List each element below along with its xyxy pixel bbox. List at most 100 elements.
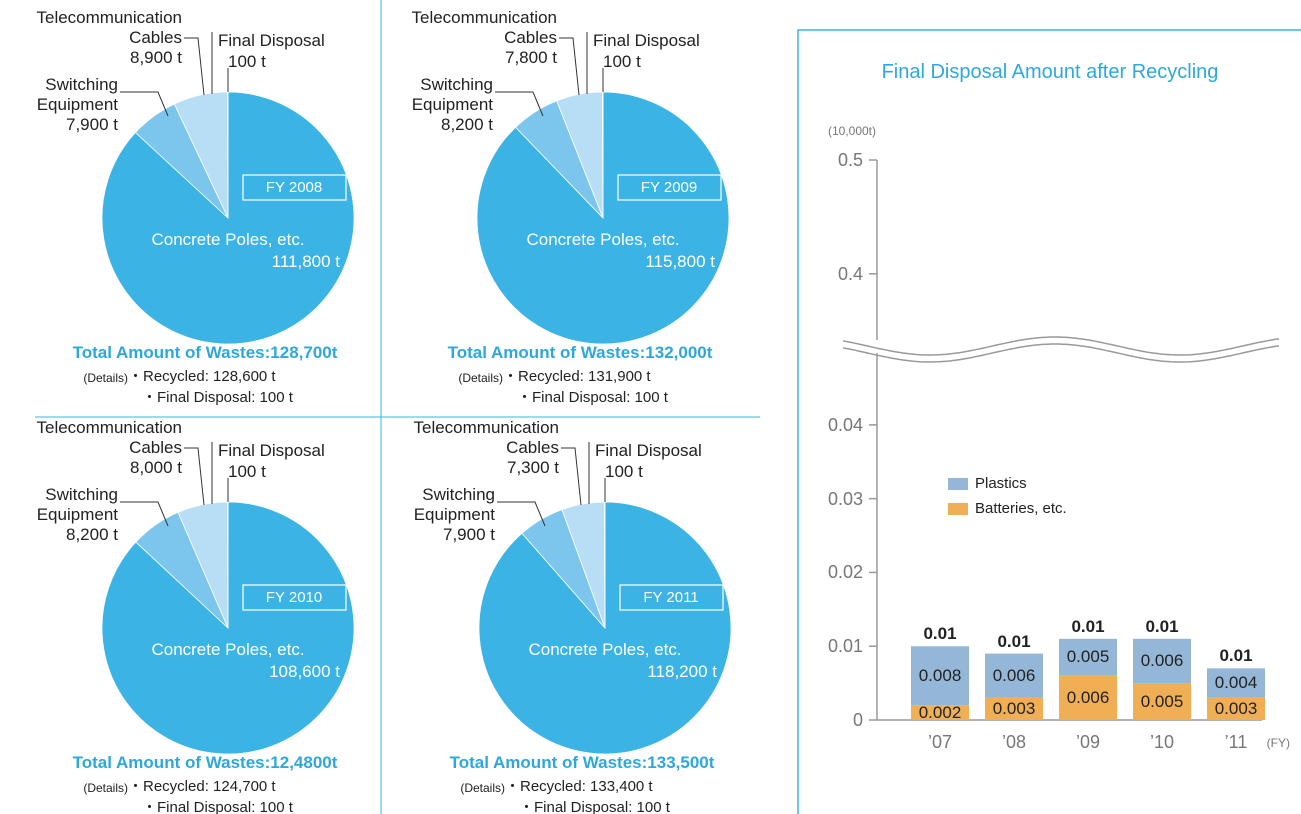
y-tick-label: 0.5	[837, 150, 863, 170]
leader-line	[497, 501, 546, 527]
bar-segment	[1207, 697, 1265, 720]
title-box	[242, 174, 347, 201]
pie-title: FY 2011	[643, 589, 699, 606]
bar-value-label: 0.006	[992, 665, 1036, 685]
slice-value: 8,200 t	[441, 115, 493, 134]
bar-segment	[1207, 668, 1265, 698]
bar-total-label: 0.01	[1219, 646, 1253, 666]
slice-label: Telecommunication Cables	[36, 8, 182, 47]
bar-value-label: 0.003	[992, 698, 1036, 718]
pie-title: FY 2009	[640, 179, 698, 196]
details-label: ・Final Disposal: 100 t	[142, 389, 293, 406]
slice-value: 8,200 t	[66, 525, 118, 544]
y-tick-label: 0.4	[837, 263, 863, 284]
y-tick-label: 0.03	[827, 488, 863, 509]
slice-label: Final Disposal	[593, 31, 700, 50]
y-tick-label: 0	[852, 710, 863, 730]
slice-label: Concrete Poles, etc.	[151, 230, 305, 249]
slice-value: 100 t	[605, 462, 643, 481]
total-label: Total Amount of Wastes:132,000t	[447, 343, 713, 362]
slice-value: 100 t	[228, 462, 266, 481]
leader-line	[561, 447, 582, 506]
details-label: ・Recycled: 131,900 t	[503, 368, 651, 385]
slice-value: 8,900 t	[130, 48, 182, 67]
leader-line	[559, 37, 580, 96]
slice-value: 7,900 t	[443, 525, 495, 544]
details-label: ・Recycled: 133,400 t	[505, 778, 653, 795]
x-tick-label: ’11	[1224, 732, 1248, 752]
x-tick-label: ’07	[927, 732, 953, 752]
slice-label: Concrete Poles, etc.	[528, 640, 682, 659]
pie-slice	[101, 501, 355, 755]
bar-segment	[911, 646, 969, 706]
leader-line	[184, 37, 205, 96]
details-label: ・Recycled: 128,600 t	[128, 368, 276, 385]
bar-segment	[1133, 638, 1191, 684]
panel-border	[797, 29, 1301, 814]
legend-swatch	[948, 503, 968, 515]
bar-segment	[985, 653, 1043, 698]
y-tick-label: 0.04	[827, 414, 863, 435]
slice-label: Switching Equipment	[411, 75, 493, 114]
leader-line	[120, 501, 169, 527]
x-tick-label: ’09	[1075, 732, 1101, 752]
slice-label: Final Disposal	[218, 441, 325, 460]
title-box	[242, 584, 347, 611]
details-label: ・Recycled: 124,700 t	[128, 778, 276, 795]
slice-label: Concrete Poles, etc.	[526, 230, 680, 249]
slice-label: Final Disposal	[218, 31, 325, 50]
bar-value-label: 0.004	[1214, 673, 1258, 693]
details-label: ・Final Disposal: 100 t	[519, 799, 670, 814]
details-label: (Details)	[458, 371, 503, 385]
slice-label: Telecommunication Cables	[411, 8, 557, 47]
slice-value: 100 t	[603, 52, 641, 71]
details-label: (Details)	[460, 781, 505, 795]
total-label: Total Amount of Wastes:12,4800t	[72, 753, 338, 772]
title-box	[619, 584, 724, 611]
axis-break	[842, 343, 1280, 363]
leader-line	[495, 91, 544, 117]
title-box	[617, 174, 722, 201]
slice-value: 108,600 t	[269, 662, 340, 681]
axis-unit: (10,000t)	[827, 124, 877, 138]
slice-label: Final Disposal	[595, 441, 702, 460]
details-label: ・Final Disposal: 100 t	[142, 799, 293, 814]
bar-segment	[985, 697, 1043, 720]
axis-unit: (FY)	[1266, 736, 1290, 750]
slice-value: 111,800 t	[271, 252, 340, 271]
bar-value-label: 0.006	[1066, 687, 1110, 707]
slice-value: 118,200 t	[647, 662, 717, 681]
bar-value-label: 0.003	[1214, 698, 1258, 718]
bar-value-label: 0.005	[1140, 691, 1184, 711]
slice-value: 115,800 t	[645, 252, 715, 271]
slice-value: 7,300 t	[507, 458, 559, 477]
bar-segment	[1059, 638, 1117, 676]
bar-value-label: 0.006	[1140, 650, 1184, 670]
details-label: (Details)	[83, 781, 128, 795]
slice-label: Telecommunication Cables	[36, 418, 182, 457]
details-label: (Details)	[83, 371, 128, 385]
slice-value: 7,800 t	[505, 48, 557, 67]
bar-total-label: 0.01	[923, 624, 957, 644]
legend-swatch	[948, 478, 968, 490]
bar-segment	[911, 705, 969, 720]
bar-segment	[1059, 675, 1117, 720]
details-label: ・Final Disposal: 100 t	[517, 389, 668, 406]
slice-value: 100 t	[228, 52, 266, 71]
slice-value: 8,000 t	[130, 458, 182, 477]
slice-label: Telecommunication Cables	[413, 418, 559, 457]
pie-title: FY 2010	[265, 589, 323, 606]
slice-label: Switching Equipment	[36, 485, 118, 524]
slice-value: 7,900 t	[66, 115, 118, 134]
slice-label: Switching Equipment	[36, 75, 118, 114]
x-tick-label: ’08	[1001, 732, 1027, 752]
slice-label: Concrete Poles, etc.	[151, 640, 305, 659]
pie-title: FY 2008	[265, 179, 323, 196]
slice-label: Switching Equipment	[413, 485, 495, 524]
bar-total-label: 0.01	[1145, 616, 1179, 636]
legend-label: Plastics	[975, 475, 1027, 492]
total-label: Total Amount of Wastes:133,500t	[449, 753, 715, 772]
bar-total-label: 0.01	[1071, 616, 1105, 636]
